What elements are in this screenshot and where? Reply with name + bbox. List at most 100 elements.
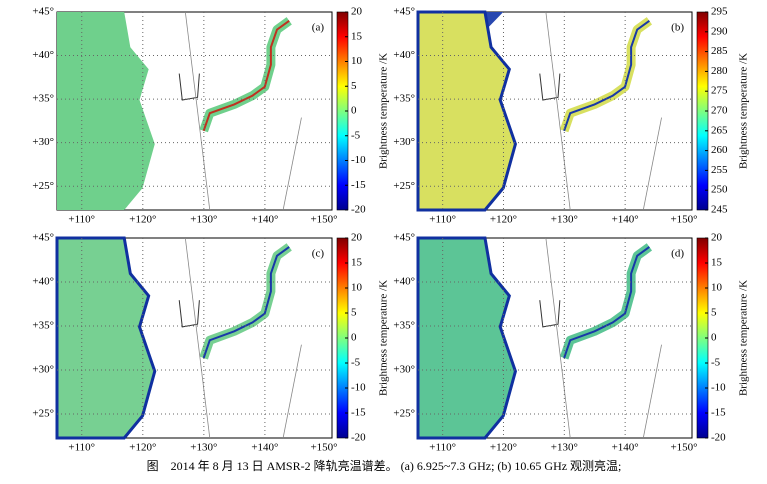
lat-tick-label: +30° xyxy=(32,136,54,148)
colorbar-label: Brightness temperature /K xyxy=(738,53,750,169)
lon-tick-label: +110° xyxy=(429,214,456,226)
lon-tick-label: +130° xyxy=(551,442,578,454)
lon-tick-label: +120° xyxy=(490,214,517,226)
lon-tick-label: +140° xyxy=(251,214,278,226)
colorbar-tick-label: 15 xyxy=(351,30,363,42)
colorbar-tick-label: 245 xyxy=(711,204,728,216)
colorbar-tick-label: -5 xyxy=(351,129,361,141)
japan-coast xyxy=(202,246,290,359)
lat-tick-label: +45° xyxy=(393,6,415,18)
lon-tick-label: +110° xyxy=(429,442,456,454)
colorbar-tick-label: -5 xyxy=(351,357,361,369)
colorbar-tick-label: 10 xyxy=(351,55,363,67)
colorbar-tick-label: 285 xyxy=(711,45,728,57)
colorbar-tick-label: 20 xyxy=(711,232,723,244)
lon-tick-label: +120° xyxy=(129,442,156,454)
lat-tick-label: +40° xyxy=(32,49,54,61)
lat-tick-label: +45° xyxy=(32,232,54,244)
lat-tick-label: +30° xyxy=(32,364,54,376)
lon-tick-label: +150° xyxy=(670,442,697,454)
colorbar-tick-label: 5 xyxy=(711,307,717,319)
lon-tick-label: +140° xyxy=(612,442,639,454)
swath-edge xyxy=(545,11,571,211)
colorbar-tick-label: -20 xyxy=(351,432,366,444)
lon-tick-label: +130° xyxy=(551,214,578,226)
colorbar-tick-label: 265 xyxy=(711,124,728,136)
lat-tick-label: +25° xyxy=(393,180,415,192)
lon-tick-label: +150° xyxy=(310,214,337,226)
land xyxy=(55,236,157,440)
colorbar-tick-label: 15 xyxy=(711,257,723,269)
swath-edge xyxy=(642,344,662,439)
japan-coast xyxy=(563,246,650,359)
lon-tick-label: +110° xyxy=(68,214,95,226)
lat-tick-label: +25° xyxy=(393,408,415,420)
colorbar-tick-label: -10 xyxy=(351,154,366,166)
panel-label: (c) xyxy=(312,248,325,260)
lat-tick-label: +35° xyxy=(32,320,54,332)
lat-tick-label: +30° xyxy=(393,364,415,376)
colorbar-tick-label: 20 xyxy=(351,232,363,244)
lat-tick-label: +35° xyxy=(393,320,415,332)
lat-tick-label: +40° xyxy=(393,276,415,288)
lat-tick-label: +35° xyxy=(393,93,415,105)
lon-tick-label: +150° xyxy=(670,214,697,226)
colorbar-label: Brightness temperature /K xyxy=(738,280,750,396)
colorbar-tick-label: 20 xyxy=(351,6,363,18)
colorbar-tick-label: -20 xyxy=(351,204,366,216)
lat-tick-label: +35° xyxy=(32,93,54,105)
swath-edge xyxy=(545,237,571,439)
land xyxy=(416,236,517,440)
colorbar-tick-label: 260 xyxy=(711,144,728,156)
colorbar-tick-label: 250 xyxy=(711,184,728,196)
lat-tick-label: +25° xyxy=(32,180,54,192)
colorbar-tick-label: 290 xyxy=(711,25,728,37)
lon-tick-label: +130° xyxy=(190,214,217,226)
colorbar-tick-label: -15 xyxy=(351,179,366,191)
lat-tick-label: +40° xyxy=(32,276,54,288)
lat-tick-label: +40° xyxy=(393,49,415,61)
lon-tick-label: +110° xyxy=(68,442,95,454)
swath-edge xyxy=(282,117,302,211)
colorbar-tick-label: -20 xyxy=(711,432,726,444)
lat-tick-label: +30° xyxy=(393,136,415,148)
lat-tick-label: +45° xyxy=(393,232,415,244)
lat-tick-label: +45° xyxy=(32,6,54,18)
caption: 图 2014 年 8 月 13 日 AMSR-2 降轨亮温谱差。 (a) 6.9… xyxy=(147,458,622,473)
colorbar-tick-label: 295 xyxy=(711,6,728,18)
colorbar-tick-label: 0 xyxy=(351,105,357,117)
japan-coast xyxy=(202,19,290,132)
colorbar-tick-label: 5 xyxy=(351,307,357,319)
colorbar-tick-label: 270 xyxy=(711,105,728,117)
colorbar-tick-label: 0 xyxy=(351,332,357,344)
swath-edge xyxy=(184,11,211,211)
panel-label: (b) xyxy=(671,22,684,34)
colorbar-tick-label: 15 xyxy=(351,257,363,269)
swath-edge xyxy=(642,117,662,211)
lon-tick-label: +120° xyxy=(490,442,517,454)
lon-tick-label: +120° xyxy=(129,214,156,226)
colorbar-tick-label: 10 xyxy=(711,282,723,294)
colorbar-tick-label: 280 xyxy=(711,65,728,77)
swath-edge xyxy=(184,237,211,439)
colorbar-tick-label: 10 xyxy=(351,282,363,294)
swath-edge xyxy=(282,344,302,439)
lat-tick-label: +25° xyxy=(32,408,54,420)
japan-coast xyxy=(563,19,650,132)
colorbar-tick-label: -5 xyxy=(711,357,721,369)
lon-tick-label: +140° xyxy=(251,442,278,454)
colorbar-tick-label: 0 xyxy=(711,332,717,344)
lon-tick-label: +150° xyxy=(310,442,337,454)
colorbar-tick-label: 5 xyxy=(351,80,357,92)
colorbar-tick-label: -15 xyxy=(351,407,366,419)
colorbar-label: Brightness temperature /K xyxy=(378,280,390,396)
colorbar-label: Brightness temperature /K xyxy=(378,53,390,169)
lon-tick-label: +130° xyxy=(190,442,217,454)
colorbar-tick-label: 275 xyxy=(711,85,728,97)
lon-tick-label: +140° xyxy=(612,214,639,226)
panel-label: (d) xyxy=(671,248,684,260)
colorbar-tick-label: -15 xyxy=(711,407,726,419)
colorbar-tick-label: -10 xyxy=(711,382,726,394)
panel-label: (a) xyxy=(312,22,325,34)
